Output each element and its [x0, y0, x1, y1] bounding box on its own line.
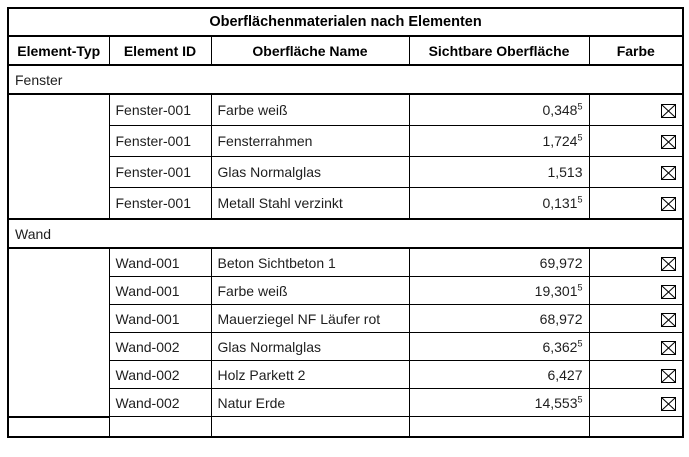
column-header-element-id: Element ID — [108, 35, 212, 66]
farbe-cell — [588, 156, 684, 188]
element-id-cell: Fenster-001 — [108, 125, 212, 157]
visible-surface-value: 0,131 — [542, 195, 578, 211]
table-row: Fenster-001 Glas Normalglas 1,513 — [8, 156, 684, 188]
color-swatch-icon[interactable] — [661, 284, 677, 299]
visible-surface-cell — [408, 416, 590, 437]
element-id-cell: Wand-001 — [108, 304, 212, 333]
color-swatch-icon[interactable] — [661, 166, 677, 181]
element-id-cell — [108, 416, 212, 437]
table-row: Wand-001 Farbe weiß 19,3015 — [8, 276, 684, 305]
table-row: Wand-002 Natur Erde 14,5535 — [8, 388, 684, 417]
farbe-cell — [588, 360, 684, 389]
table-row: Wand-001 Beton Sichtbeton 1 69,972 — [7, 247, 684, 418]
color-swatch-icon[interactable] — [661, 135, 677, 150]
column-header-sichtbare-oberflaeche: Sichtbare Oberfläche — [408, 35, 590, 66]
rounding-superscript: 5 — [577, 281, 583, 292]
visible-surface-value: 0,348 — [542, 102, 578, 118]
visible-surface-value: 6,427 — [547, 366, 583, 383]
table-row: Fenster-001 Fensterrahmen 1,7245 — [8, 125, 684, 157]
color-swatch-icon[interactable] — [661, 340, 677, 355]
color-swatch-icon[interactable] — [661, 368, 677, 383]
visible-surface-cell: 14,5535 — [408, 388, 590, 417]
visible-surface-cell: 6,427 — [408, 360, 590, 389]
element-id-cell: Fenster-001 — [108, 187, 212, 220]
surface-name-cell: Holz Parkett 2 — [210, 360, 410, 389]
surface-name-cell: Farbe weiß — [210, 276, 410, 305]
surface-name-cell: Fensterrahmen — [210, 125, 410, 157]
element-id-cell: Wand-002 — [108, 388, 212, 417]
rounding-superscript: 5 — [577, 101, 583, 112]
surface-name-cell: Glas Normalglas — [210, 156, 410, 188]
rounding-superscript: 5 — [577, 194, 583, 205]
table-row: Fenster-001 Metall Stahl verzinkt 0,1315 — [8, 187, 684, 220]
farbe-cell — [588, 388, 684, 417]
color-swatch-icon[interactable] — [661, 104, 677, 119]
group-row-wand: Wand — [7, 218, 684, 249]
table-row: Wand-002 Glas Normalglas 6,3625 — [8, 332, 684, 361]
title-row: Oberflächenmaterialen nach Elementen — [7, 7, 684, 37]
table-row: Wand-002 Holz Parkett 2 6,427 — [8, 360, 684, 389]
visible-surface-value: 19,301 — [534, 282, 578, 299]
farbe-cell — [588, 187, 684, 220]
visible-surface-cell: 19,3015 — [408, 276, 590, 305]
element-typ-cell — [7, 93, 110, 220]
visible-surface-cell: 6,3625 — [408, 332, 590, 361]
surface-name-cell: Farbe weiß — [210, 93, 410, 126]
farbe-cell — [588, 332, 684, 361]
table-row: Fenster-001 Farbe weiß 0,3485 — [7, 93, 684, 220]
element-id-cell: Wand-002 — [108, 332, 212, 361]
visible-surface-value: 14,553 — [534, 394, 578, 411]
rounding-superscript: 5 — [577, 132, 583, 143]
visible-surface-cell: 1,7245 — [408, 125, 590, 157]
farbe-cell — [588, 247, 684, 277]
element-id-cell: Wand-001 — [108, 276, 212, 305]
visible-surface-value: 1,513 — [547, 164, 583, 180]
farbe-cell — [588, 125, 684, 157]
visible-surface-cell: 0,3485 — [408, 93, 590, 126]
visible-surface-value: 6,362 — [542, 338, 578, 355]
element-id-cell: Fenster-001 — [108, 93, 212, 126]
surface-name-cell — [210, 416, 410, 437]
color-swatch-icon[interactable] — [661, 256, 677, 271]
visible-surface-value: 68,972 — [539, 310, 583, 327]
visible-surface-cell: 69,972 — [408, 247, 590, 277]
element-typ-cell — [7, 247, 110, 418]
column-header-oberflaeche-name: Oberfläche Name — [210, 35, 410, 66]
column-header-farbe: Farbe — [588, 35, 684, 66]
group-label: Wand — [7, 218, 684, 249]
surface-materials-schedule: Oberflächenmaterialen nach Elementen Ele… — [7, 7, 685, 438]
visible-surface-value: 69,972 — [539, 254, 583, 271]
farbe-cell — [588, 304, 684, 333]
surface-name-cell: Metall Stahl verzinkt — [210, 187, 410, 220]
rounding-superscript: 5 — [577, 337, 583, 348]
element-id-cell: Wand-002 — [108, 360, 212, 389]
surface-name-cell: Natur Erde — [210, 388, 410, 417]
table-row: Wand-001 Mauerziegel NF Läufer rot 68,97… — [8, 304, 684, 333]
visible-surface-cell: 68,972 — [408, 304, 590, 333]
surface-name-cell: Beton Sichtbeton 1 — [210, 247, 410, 277]
table-row-partial — [7, 416, 684, 437]
column-header-element-typ: Element-Typ — [7, 35, 110, 66]
schedule-title: Oberflächenmaterialen nach Elementen — [7, 7, 684, 37]
element-typ-cell — [7, 416, 110, 437]
farbe-cell — [588, 93, 684, 126]
farbe-cell — [588, 276, 684, 305]
farbe-cell — [588, 416, 684, 437]
color-swatch-icon[interactable] — [661, 312, 677, 327]
surface-name-cell: Glas Normalglas — [210, 332, 410, 361]
visible-surface-value: 1,724 — [542, 133, 578, 149]
header-row: Element-Typ Element ID Oberfläche Name S… — [7, 35, 684, 66]
group-row-fenster: Fenster — [7, 64, 684, 95]
rounding-superscript: 5 — [577, 393, 583, 404]
color-swatch-icon[interactable] — [661, 197, 677, 212]
visible-surface-cell: 1,513 — [408, 156, 590, 188]
color-swatch-icon[interactable] — [661, 396, 677, 411]
visible-surface-cell: 0,1315 — [408, 187, 590, 220]
group-label: Fenster — [7, 64, 684, 95]
element-id-cell: Fenster-001 — [108, 156, 212, 188]
element-id-cell: Wand-001 — [108, 247, 212, 277]
surface-name-cell: Mauerziegel NF Läufer rot — [210, 304, 410, 333]
